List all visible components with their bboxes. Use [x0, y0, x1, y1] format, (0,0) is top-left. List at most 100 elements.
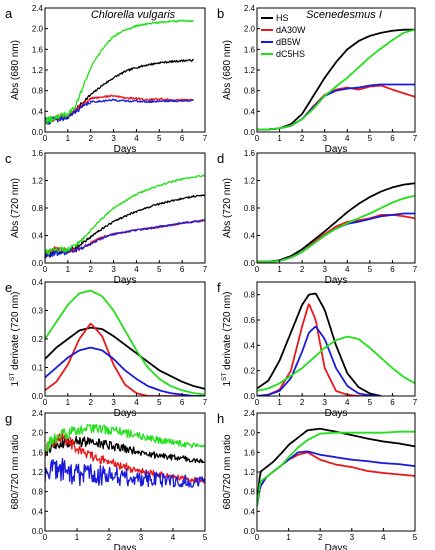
- x-tick-label-h-4: 4: [381, 533, 386, 542]
- x-tick-label-h-2: 2: [318, 533, 323, 542]
- y-tick-label-d-3: 1.2: [244, 177, 256, 186]
- panel-c: 0 1 2 3 4 5 6 7 0.0 0.4 0.8 1.2 1.6 Days Abs (720 nm) c: [5, 149, 208, 286]
- x-tick-label-f-1: 1: [277, 398, 282, 407]
- series-line-e-dA30W: [45, 322, 205, 396]
- x-tick-label-g-0: 0: [43, 533, 48, 542]
- panel-d: 0 1 2 3 4 5 6 7 0.0 0.4 0.8 1.2 1.6 Days Abs (720 nm) d: [217, 149, 418, 286]
- y-tick-label-a-0: 0.0: [32, 128, 44, 137]
- panel-label-b: b: [217, 6, 224, 21]
- y-tick-label-f-2: 0.4: [244, 341, 256, 350]
- y-tick-label-b-3: 1.2: [244, 66, 256, 75]
- panel-a: 0 1 2 3 4 5 6 7 0.0 0.4 0.8 1.2 1.6 2.0 2.4 Days Abs (68…: [5, 4, 208, 155]
- x-tick-label-c-3: 3: [111, 265, 116, 274]
- x-tick-label-b-6: 6: [390, 134, 395, 143]
- y-tick-label-e-2: 0.2: [32, 335, 44, 344]
- x-tick-label-b-4: 4: [345, 134, 350, 143]
- series-line-d-HS: [257, 182, 415, 263]
- x-tick-label-c-6: 6: [180, 265, 185, 274]
- y-tick-label-f-3: 0.6: [244, 316, 256, 325]
- panel-label-a: a: [5, 6, 13, 21]
- x-tick-label-b-7: 7: [413, 134, 418, 143]
- x-tick-label-b-3: 3: [322, 134, 327, 143]
- legend-label-HS: HS: [276, 13, 289, 23]
- y-tick-label-a-1: 0.4: [32, 107, 44, 116]
- y-tick-label-d-1: 0.4: [244, 232, 256, 241]
- x-tick-label-d-3: 3: [322, 265, 327, 274]
- series-group-f: [257, 292, 415, 396]
- x-tick-label-b-0: 0: [255, 134, 260, 143]
- y-tick-label-e-3: 0.3: [32, 307, 44, 316]
- x-tick-label-g-4: 4: [171, 533, 176, 542]
- y-axis-label-d: Abs (720 nm): [222, 178, 233, 238]
- x-tick-label-g-3: 3: [139, 533, 144, 542]
- y-tick-label-f-4: 0.8: [244, 291, 256, 300]
- x-tick-label-c-0: 0: [43, 265, 48, 274]
- y-tick-label-c-2: 0.8: [32, 204, 44, 213]
- y-tick-label-d-4: 1.6: [244, 149, 256, 158]
- series-group-e: [45, 289, 205, 396]
- x-tick-label-e-7: 7: [203, 398, 208, 407]
- x-axis-label-h: Days: [325, 543, 348, 550]
- x-tick-label-c-7: 7: [203, 265, 208, 274]
- x-tick-label-d-6: 6: [390, 265, 395, 274]
- series-line-a-dB5W: [45, 98, 194, 125]
- series-line-e-HS: [45, 326, 205, 390]
- x-tick-label-e-5: 5: [157, 398, 162, 407]
- series-line-e-dC5HS: [45, 289, 205, 396]
- y-axis-label-b: Abs (680 nm): [222, 40, 233, 100]
- series-line-g-dB5W: [45, 457, 205, 488]
- series-group-c: [45, 174, 205, 259]
- series-line-h-dC5HS: [257, 430, 415, 507]
- y-tick-label-d-2: 0.8: [244, 204, 256, 213]
- legend-label-dA30W: dA30W: [276, 25, 306, 35]
- series-line-f-dA30W: [257, 303, 370, 396]
- x-axis-label-a: Days: [114, 144, 137, 155]
- series-line-f-HS: [257, 292, 382, 396]
- x-tick-label-d-4: 4: [345, 265, 350, 274]
- y-tick-label-h-2: 0.8: [244, 488, 256, 497]
- series-group-g: [45, 424, 205, 488]
- x-tick-label-e-2: 2: [88, 398, 93, 407]
- x-tick-label-e-6: 6: [180, 398, 185, 407]
- series-line-b-dC5HS: [257, 28, 415, 131]
- x-tick-label-f-7: 7: [413, 398, 418, 407]
- y-tick-label-a-5: 2.0: [32, 25, 44, 34]
- y-axis-label-g: 680/720 nm ratio: [10, 434, 21, 509]
- panel-e: 0 1 2 3 4 5 6 7 0.0 0.1 0.2 0.3 0.4 Days 1ST derivate …: [5, 278, 208, 419]
- y-tick-label-h-4: 1.6: [244, 448, 256, 457]
- series-line-h-HS: [257, 427, 415, 507]
- y-tick-label-g-0: 0.0: [32, 527, 44, 536]
- x-tick-label-c-5: 5: [157, 265, 162, 274]
- y-tick-label-e-0: 0.0: [32, 392, 44, 401]
- y-tick-label-a-4: 1.6: [32, 45, 44, 54]
- x-tick-label-f-0: 0: [255, 398, 260, 407]
- y-tick-label-b-6: 2.4: [244, 4, 256, 13]
- x-tick-label-a-2: 2: [88, 134, 93, 143]
- panel-label-g: g: [5, 411, 12, 426]
- x-axis-label-c: Days: [114, 275, 137, 286]
- y-tick-label-h-6: 2.4: [244, 409, 256, 418]
- y-axis-label-f: 1ST derivate (720 nm): [221, 291, 233, 386]
- series-line-c-dC5HS: [45, 174, 205, 256]
- y-tick-label-b-4: 1.6: [244, 45, 256, 54]
- y-tick-label-b-1: 0.4: [244, 107, 256, 116]
- x-tick-label-b-2: 2: [300, 134, 305, 143]
- x-axis-label-b: Days: [325, 144, 348, 155]
- y-axis-label-h: 680/720 nm ratio: [222, 434, 233, 509]
- x-tick-label-d-2: 2: [300, 265, 305, 274]
- x-tick-label-h-5: 5: [413, 533, 418, 542]
- series-group-b: [257, 28, 415, 131]
- series-group-a: [45, 19, 195, 125]
- y-axis-label-e: 1ST derivate (720 nm): [9, 291, 21, 386]
- x-axis-label-d: Days: [325, 275, 348, 286]
- y-tick-label-c-0: 0.0: [32, 259, 44, 268]
- series-line-f-dC5HS: [257, 335, 415, 392]
- x-tick-label-b-5: 5: [368, 134, 373, 143]
- x-tick-label-a-3: 3: [111, 134, 116, 143]
- y-tick-label-c-4: 1.6: [32, 149, 44, 158]
- series-line-h-dB5W: [257, 450, 415, 507]
- legend: HS dA30W dB5W dC5HS: [261, 13, 306, 59]
- x-axis-label-g: Days: [114, 543, 137, 550]
- y-tick-label-a-2: 0.8: [32, 87, 44, 96]
- series-line-g-dA30W: [45, 432, 205, 484]
